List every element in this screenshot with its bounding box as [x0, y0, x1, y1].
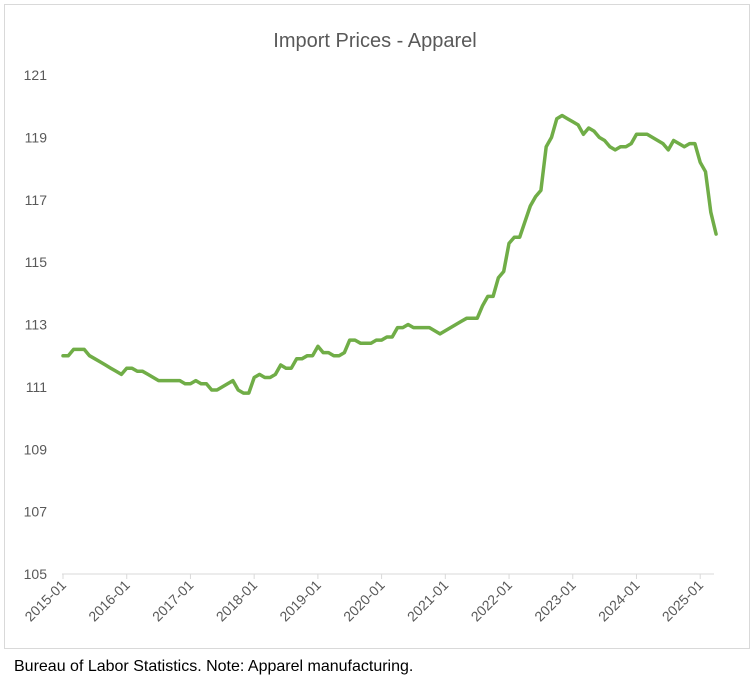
chart-title: Import Prices - Apparel: [273, 30, 477, 52]
y-tick-label: 115: [25, 254, 48, 270]
y-tick-label: 109: [24, 441, 48, 457]
y-tick-label: 107: [24, 504, 48, 520]
y-tick-label: 113: [25, 317, 48, 333]
x-tick-label: 2023-01: [531, 577, 579, 625]
y-tick-label: 105: [24, 566, 48, 582]
x-tick-label: 2016-01: [85, 577, 133, 625]
x-tick-label: 2025-01: [659, 577, 707, 625]
x-tick-label: 2017-01: [149, 577, 197, 625]
x-axis-ticks: 2015-01 2016-01 2017-01 2018-01 2019-01 2020-…: [21, 574, 706, 624]
x-tick-label: 2024-01: [595, 577, 643, 625]
x-tick-label: 2021-01: [404, 577, 452, 625]
series-line: [61, 113, 718, 395]
x-tick-label: 2020-01: [340, 577, 388, 625]
y-axis-ticks: 105 107 109 111 113 115 117 119 121: [24, 67, 48, 582]
x-tick-label: 2018-01: [213, 577, 261, 625]
y-tick-label: 119: [25, 129, 48, 145]
footnote: Bureau of Labor Statistics. Note: Appare…: [14, 658, 414, 675]
y-tick-label: 117: [25, 192, 48, 208]
x-tick-label: 2019-01: [276, 577, 324, 625]
y-tick-label: 111: [26, 379, 47, 395]
x-tick-label: 2022-01: [468, 577, 516, 625]
x-tick-label: 2015-01: [21, 577, 69, 625]
y-tick-label: 121: [24, 67, 48, 83]
chart-frame: [4, 4, 750, 649]
